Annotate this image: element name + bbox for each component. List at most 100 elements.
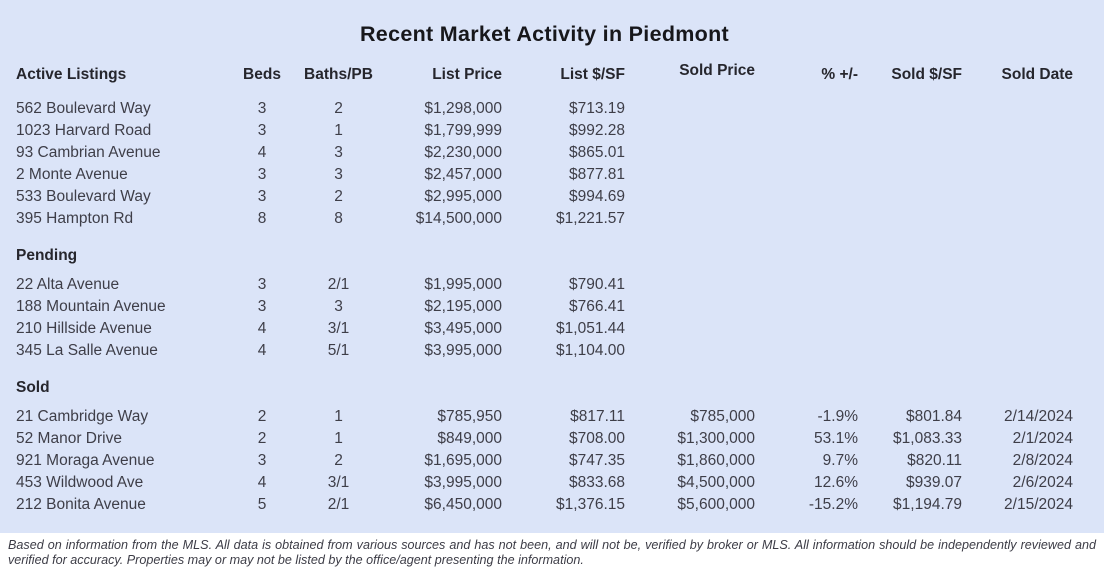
cell-beds: 4	[257, 144, 267, 161]
cell-list-price: $6,450,000	[424, 496, 502, 513]
cell-beds: 3	[257, 188, 267, 205]
cell-list-psf: $992.28	[568, 122, 625, 139]
table-row: 453 Wildwood Ave 4 3/1 $3,995,000 $833.6…	[16, 472, 1073, 494]
cell-list-price: $1,298,000	[424, 100, 502, 117]
table-row: 52 Manor Drive 2 1 $849,000 $708.00 $1,3…	[16, 428, 1073, 450]
cell-beds: 8	[257, 210, 267, 227]
cell-sold-price: $5,600,000	[677, 496, 755, 513]
cell-address: 345 La Salle Avenue	[16, 342, 158, 359]
page-title: Recent Market Activity in Piedmont	[359, 22, 729, 46]
cell-baths-pb: 3	[334, 166, 343, 183]
cell-pct-change: 9.7%	[822, 452, 858, 469]
cell-list-price: $1,695,000	[424, 452, 502, 469]
cell-sold-date: 2/1/2024	[1012, 430, 1073, 447]
table-row: 1023 Harvard Road 3 1 $1,799,999 $992.28	[16, 120, 1073, 142]
cell-list-psf: $1,221.57	[556, 210, 625, 227]
cell-address: 453 Wildwood Ave	[16, 474, 144, 491]
cell-list-psf: $877.81	[568, 166, 625, 183]
table-row: 345 La Salle Avenue 4 5/1 $3,995,000 $1,…	[16, 340, 1073, 362]
cell-baths-pb: 8	[334, 210, 343, 227]
cell-sold-date: 2/15/2024	[1004, 496, 1073, 513]
cell-list-price: $2,457,000	[424, 166, 502, 183]
cell-list-price: $1,799,999	[424, 122, 502, 139]
cell-sold-date: 2/8/2024	[1012, 452, 1073, 469]
table-row: 921 Moraga Avenue 3 2 $1,695,000 $747.35…	[16, 450, 1073, 472]
cell-list-psf: $1,376.15	[556, 496, 625, 513]
cell-address: 22 Alta Avenue	[16, 276, 120, 293]
section-heading: Sold	[16, 379, 50, 396]
column-header-sold-price: Sold Price	[679, 62, 755, 79]
cell-list-price: $849,000	[437, 430, 502, 447]
cell-pct-change: -1.9%	[817, 408, 859, 425]
cell-baths-pb: 5/1	[327, 342, 350, 359]
cell-list-psf: $994.69	[568, 188, 625, 205]
cell-sold-psf: $801.84	[905, 408, 962, 425]
table-row: 188 Mountain Avenue 3 3 $2,195,000 $766.…	[16, 296, 1073, 318]
table-row: 21 Cambridge Way 2 1 $785,950 $817.11 $7…	[16, 406, 1073, 428]
cell-sold-price: $1,860,000	[677, 452, 755, 469]
cell-beds: 2	[257, 430, 267, 447]
cell-list-price: $2,195,000	[424, 298, 502, 315]
table-row: 562 Boulevard Way 3 2 $1,298,000 $713.19	[16, 98, 1073, 120]
cell-address: 93 Cambrian Avenue	[16, 144, 161, 161]
cell-baths-pb: 3/1	[327, 320, 350, 337]
column-header-pct-change: % +/-	[821, 66, 858, 83]
cell-baths-pb: 3/1	[327, 474, 350, 491]
cell-sold-price: $785,000	[690, 408, 755, 425]
section-heading-row: Pending	[16, 245, 1073, 267]
cell-address: 1023 Harvard Road	[16, 122, 152, 139]
column-header-beds: Beds	[243, 66, 281, 83]
table-body: 562 Boulevard Way 3 2 $1,298,000 $713.19…	[16, 98, 1073, 516]
table-row: 533 Boulevard Way 3 2 $2,995,000 $994.69	[16, 186, 1073, 208]
market-activity-sheet: Recent Market Activity in Piedmont Activ…	[0, 0, 1104, 533]
cell-address: 2 Monte Avenue	[16, 166, 128, 183]
cell-baths-pb: 2	[334, 452, 343, 469]
cell-beds: 3	[257, 166, 267, 183]
cell-address: 210 Hillside Avenue	[16, 320, 152, 337]
cell-baths-pb: 2/1	[327, 276, 350, 293]
cell-list-price: $785,950	[437, 408, 502, 425]
cell-pct-change: 12.6%	[814, 474, 858, 491]
cell-list-price: $3,495,000	[424, 320, 502, 337]
cell-sold-psf: $939.07	[905, 474, 962, 491]
cell-beds: 5	[257, 496, 267, 513]
cell-pct-change: 53.1%	[814, 430, 858, 447]
cell-baths-pb: 3	[334, 144, 343, 161]
cell-list-price: $1,995,000	[424, 276, 502, 293]
cell-address: 52 Manor Drive	[16, 430, 122, 447]
table-row: 210 Hillside Avenue 4 3/1 $3,495,000 $1,…	[16, 318, 1073, 340]
cell-pct-change: -15.2%	[808, 496, 858, 513]
cell-address: 21 Cambridge Way	[16, 408, 149, 425]
section-heading: Pending	[16, 247, 78, 264]
cell-list-price: $3,995,000	[424, 342, 502, 359]
cell-list-price: $2,230,000	[424, 144, 502, 161]
table-row: 212 Bonita Avenue 5 2/1 $6,450,000 $1,37…	[16, 494, 1073, 516]
cell-address: 533 Boulevard Way	[16, 188, 151, 205]
cell-sold-price: $1,300,000	[677, 430, 755, 447]
cell-baths-pb: 2	[334, 100, 343, 117]
column-header-active-listings: Active Listings	[16, 66, 127, 83]
cell-sold-date: 2/14/2024	[1004, 408, 1073, 425]
cell-baths-pb: 1	[334, 122, 343, 139]
cell-list-price: $14,500,000	[415, 210, 502, 227]
cell-list-psf: $713.19	[568, 100, 625, 117]
cell-address: 212 Bonita Avenue	[16, 496, 146, 513]
cell-baths-pb: 2	[334, 188, 343, 205]
cell-beds: 2	[257, 408, 267, 425]
cell-beds: 3	[257, 100, 267, 117]
cell-beds: 3	[257, 452, 267, 469]
section-heading-row: Sold	[16, 377, 1073, 399]
cell-baths-pb: 3	[334, 298, 343, 315]
cell-address: 562 Boulevard Way	[16, 100, 151, 117]
table-header-row: Active Listings Beds Baths/PB List Price…	[16, 62, 1073, 87]
cell-beds: 4	[257, 342, 267, 359]
table-row: 2 Monte Avenue 3 3 $2,457,000 $877.81	[16, 164, 1073, 186]
cell-sold-price: $4,500,000	[677, 474, 755, 491]
cell-address: 921 Moraga Avenue	[16, 452, 155, 469]
cell-beds: 3	[257, 298, 267, 315]
cell-baths-pb: 1	[334, 430, 343, 447]
column-header-sold-psf: Sold $/SF	[891, 66, 962, 83]
table-row: 22 Alta Avenue 3 2/1 $1,995,000 $790.41	[16, 274, 1073, 296]
cell-sold-date: 2/6/2024	[1012, 474, 1073, 491]
cell-beds: 3	[257, 122, 267, 139]
